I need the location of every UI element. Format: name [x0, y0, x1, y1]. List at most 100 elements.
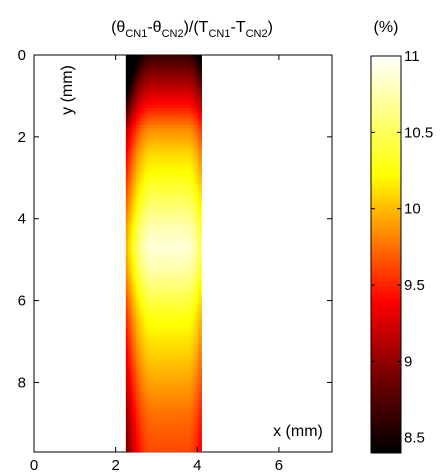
heatmap-cell — [193, 336, 197, 341]
heatmap-cell — [151, 230, 155, 235]
heatmap-cell — [191, 286, 195, 291]
heatmap-cell — [138, 342, 142, 347]
heatmap-cell — [138, 389, 142, 394]
heatmap-cell — [181, 236, 185, 241]
heatmap-cell — [193, 121, 197, 126]
heatmap-cell — [191, 114, 195, 119]
heatmap-cell — [130, 74, 134, 79]
heatmap-cell — [138, 395, 142, 400]
heatmap-cell — [151, 286, 155, 291]
heatmap-cell — [186, 147, 190, 152]
heatmap-cell — [143, 319, 147, 324]
heatmap-cell — [173, 273, 177, 278]
heatmap-cell — [178, 326, 182, 331]
heatmap-cell — [143, 217, 147, 222]
heatmap-cell — [138, 180, 142, 185]
heatmap-cell — [166, 236, 170, 241]
heatmap-cell — [168, 167, 172, 172]
heatmap-cell — [173, 117, 177, 122]
heatmap-cell — [128, 286, 132, 291]
heatmap-cell — [128, 253, 132, 258]
heatmap-cell — [183, 177, 187, 182]
heatmap-cell — [153, 435, 157, 440]
heatmap-cell — [163, 313, 167, 317]
heatmap-cell — [193, 356, 197, 360]
heatmap-cell — [158, 399, 162, 403]
heatmap-cell — [171, 405, 175, 410]
heatmap-cell — [156, 98, 160, 102]
heatmap-cell — [163, 210, 167, 215]
heatmap-cell — [173, 134, 177, 139]
heatmap-cell — [198, 74, 202, 79]
heatmap-cell — [151, 121, 155, 126]
heatmap-cell — [173, 180, 177, 185]
heatmap-cell — [135, 385, 140, 390]
heatmap-cell — [198, 418, 202, 423]
heatmap-cell — [166, 117, 170, 122]
heatmap-cell — [198, 104, 202, 109]
heatmap-cell — [156, 375, 160, 380]
heatmap-cell — [133, 382, 137, 387]
heatmap-cell — [148, 425, 152, 430]
heatmap-cell — [153, 164, 157, 169]
heatmap-cell — [143, 379, 147, 384]
heatmap-cell — [193, 220, 197, 225]
heatmap-cell — [176, 64, 180, 69]
heatmap-cell — [161, 349, 165, 354]
heatmap-cell — [168, 303, 172, 308]
heatmap-cell — [173, 332, 177, 337]
heatmap-cell — [171, 240, 175, 245]
heatmap-cell — [128, 356, 132, 360]
heatmap-cell — [156, 303, 160, 308]
heatmap-cell — [168, 270, 172, 274]
heatmap-cell — [176, 309, 180, 314]
heatmap-cell — [151, 117, 155, 122]
heatmap-cell — [143, 425, 147, 430]
heatmap-cell — [198, 55, 202, 59]
heatmap-cell — [138, 253, 142, 258]
heatmap-cell — [163, 177, 167, 182]
heatmap-cell — [188, 359, 192, 364]
heatmap-cell — [148, 266, 152, 271]
heatmap-cell — [130, 379, 134, 384]
heatmap-cell — [171, 395, 175, 400]
heatmap-cell — [178, 78, 182, 83]
heatmap-cell — [128, 382, 132, 387]
heatmap-cell — [178, 303, 182, 308]
heatmap-cell — [191, 81, 195, 86]
heatmap-cell — [148, 114, 152, 119]
heatmap-cell — [193, 184, 197, 188]
heatmap-cell — [145, 418, 150, 423]
heatmap-cell — [191, 263, 195, 268]
heatmap-cell — [158, 369, 162, 374]
heatmap-cell — [178, 246, 182, 251]
heatmap-cell — [176, 428, 180, 433]
heatmap-cell — [171, 250, 175, 255]
heatmap-cell — [196, 233, 200, 238]
heatmap-cell — [145, 190, 150, 195]
heatmap-cell — [173, 91, 177, 96]
heatmap-cell — [128, 422, 132, 427]
heatmap-cell — [196, 213, 200, 218]
heatmap-cell — [178, 127, 182, 132]
heatmap-cell — [176, 256, 180, 261]
heatmap-cell — [181, 392, 185, 397]
heatmap-cell — [166, 177, 170, 182]
heatmap-cell — [166, 372, 170, 377]
heatmap-cell — [138, 144, 142, 149]
heatmap-cell — [143, 164, 147, 169]
heatmap-cell — [186, 303, 190, 308]
heatmap-cell — [140, 160, 145, 165]
heatmap-cell — [148, 319, 152, 324]
heatmap-cell — [138, 107, 142, 112]
heatmap-cell — [128, 180, 132, 185]
heatmap-cell — [125, 399, 129, 403]
heatmap-cell — [163, 306, 167, 311]
heatmap-cell — [161, 339, 165, 344]
heatmap-cell — [163, 405, 167, 410]
heatmap-cell — [193, 167, 197, 172]
heatmap-cell — [130, 91, 134, 96]
heatmap-cell — [140, 313, 145, 317]
colorbar-tick-label: 10 — [404, 201, 421, 218]
heatmap-cell — [143, 299, 147, 304]
